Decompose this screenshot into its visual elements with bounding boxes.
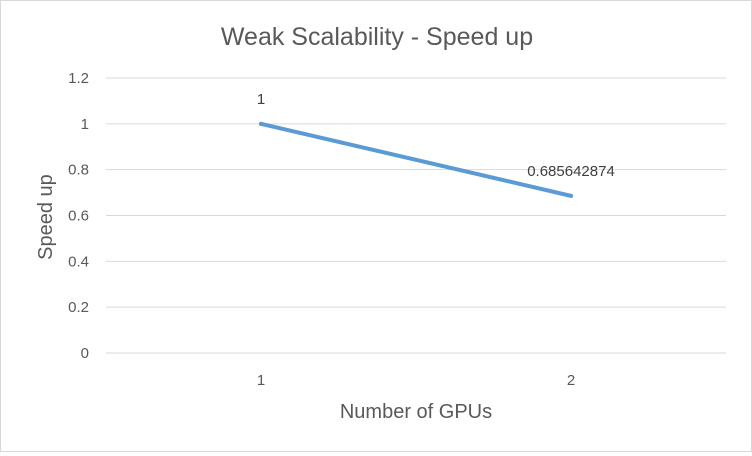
x-axis-label: Number of GPUs <box>340 401 492 423</box>
series-line <box>259 121 573 198</box>
chart-title: Weak Scalability - Speed up <box>221 23 533 51</box>
x-tick-label: 2 <box>567 372 575 389</box>
x-tick-label: 1 <box>257 372 265 389</box>
data-point <box>259 121 263 126</box>
data-point <box>569 193 573 198</box>
gridlines <box>106 77 726 354</box>
y-tick-label: 1.2 <box>68 70 89 87</box>
y-tick-label: 0.6 <box>68 208 89 225</box>
y-axis-label: Speed up <box>35 174 57 260</box>
y-tick-label: 0 <box>81 345 89 362</box>
series-group <box>259 121 573 198</box>
y-tick-label: 0.8 <box>68 162 89 179</box>
y-tick-label: 1 <box>81 116 89 133</box>
y-tick-labels: 0 0.2 0.4 0.6 0.8 1 1.2 <box>68 70 89 362</box>
y-tick-label: 0.4 <box>68 253 89 270</box>
data-label: 1 <box>257 91 265 108</box>
y-tick-label: 0.2 <box>68 299 89 316</box>
data-labels: 1 0.685642874 <box>257 91 615 180</box>
data-label: 0.685642874 <box>527 163 615 180</box>
